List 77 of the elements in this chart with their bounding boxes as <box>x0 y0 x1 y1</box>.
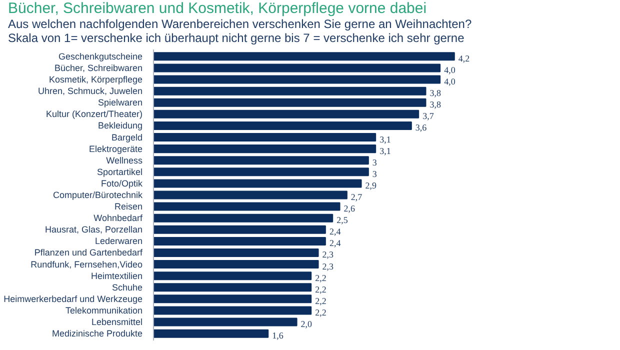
data-label: 2,4 <box>329 226 342 237</box>
y-tick-label: Heimtextilien <box>90 270 143 281</box>
data-label: 3,1 <box>380 146 391 156</box>
y-tick-label: Kultur (Konzert/Theater) <box>46 109 143 120</box>
bar <box>154 248 319 257</box>
data-label: 2,4 <box>329 238 342 248</box>
bar <box>154 190 348 200</box>
bar <box>154 64 441 72</box>
y-tick-label: Wellness <box>106 155 143 166</box>
data-label: 2,9 <box>365 180 378 190</box>
y-tick-label: Rundfunk, Fernsehen,Video <box>30 259 143 270</box>
y-tick-label: Kosmetik, Körperpflege <box>48 74 142 85</box>
bar <box>154 86 426 96</box>
bar <box>154 144 376 154</box>
data-label: 2,3 <box>322 250 334 260</box>
bar <box>154 133 376 142</box>
data-label: 4,2 <box>458 53 470 64</box>
y-tick-label: Schuhe <box>112 282 143 292</box>
data-label: 2,2 <box>315 296 326 306</box>
data-label: 3,8 <box>430 88 442 98</box>
y-tick-label: Foto/Optik <box>100 178 143 188</box>
y-tick-label: Bekleidung <box>98 120 143 131</box>
y-tick-label: Wohnbedarf <box>94 213 143 224</box>
bar <box>154 156 369 165</box>
bar <box>154 110 420 118</box>
bar <box>154 260 319 269</box>
data-label: 3 <box>372 157 378 168</box>
y-tick-label: Geschenkgutscheine <box>58 51 143 62</box>
bar <box>154 52 455 61</box>
data-label: 3,7 <box>422 111 434 122</box>
bar <box>154 179 362 188</box>
y-tick-label: Bücher, Schreibwaren <box>54 62 143 73</box>
bar <box>154 214 334 222</box>
y-tick-label: Heimwerkerbedarf und Werkzeuge <box>4 294 143 304</box>
bar <box>154 329 269 338</box>
bar <box>154 225 326 234</box>
bar <box>154 75 441 84</box>
data-label: 4,0 <box>444 76 456 87</box>
data-label: 3,8 <box>430 100 442 110</box>
y-tick-label: Computer/Bürotechnik <box>52 190 143 200</box>
data-label: 4,0 <box>444 64 456 75</box>
bar <box>154 202 340 211</box>
bar <box>154 168 369 176</box>
y-tick-label: Telekommunikation <box>65 305 143 316</box>
bar <box>154 236 326 246</box>
chart-subtitle: Aus welchen nachfolgenden Warenbereichen verschenken Sie gerne an Weihnachten? Skala von 1= verschenke ich überhaupt nicht gerne bis 7 = verschenke ich sehr gerne <box>8 17 472 45</box>
y-tick-label: Lebensmittel <box>91 317 142 328</box>
y-tick-label: Sportartikel <box>96 166 143 177</box>
data-label: 2,6 <box>344 204 356 214</box>
y-tick-label: Bargeld <box>111 132 143 142</box>
y-tick-label: Elektrogeräte <box>88 144 142 154</box>
y-tick-label: Medizinische Produkte <box>52 328 142 339</box>
y-tick-label: Pflanzen und Gartenbedarf <box>34 248 143 258</box>
data-label: 3,6 <box>415 122 428 133</box>
y-tick-label: Uhren, Schmuck, Juwelen <box>38 86 142 96</box>
bar <box>154 318 298 326</box>
data-label: 2,5 <box>336 215 348 226</box>
y-tick-label: Lederwaren <box>94 236 142 246</box>
bar <box>154 306 312 315</box>
bar <box>154 121 412 130</box>
data-label: 2,2 <box>315 307 326 318</box>
bar <box>154 294 312 304</box>
y-tick-label: Reisen <box>114 202 142 212</box>
data-label: 2,7 <box>350 192 363 202</box>
data-label: 1,6 <box>272 330 284 341</box>
y-tick-label: Spielwaren <box>98 98 143 108</box>
bar <box>154 283 312 292</box>
chart-title: Bücher, Schreibwaren und Kosmetik, Körperpflege vorne dabei <box>8 0 427 17</box>
data-label: 2,2 <box>315 272 326 283</box>
y-tick-label: Hausrat, Glas, Porzellan <box>44 224 143 235</box>
bar <box>154 98 426 107</box>
bar <box>154 272 312 280</box>
data-label: 3 <box>372 168 378 179</box>
data-label: 2,3 <box>322 261 334 272</box>
data-label: 2,0 <box>300 319 313 330</box>
data-label: 3,1 <box>380 134 391 144</box>
data-label: 2,2 <box>315 284 326 294</box>
